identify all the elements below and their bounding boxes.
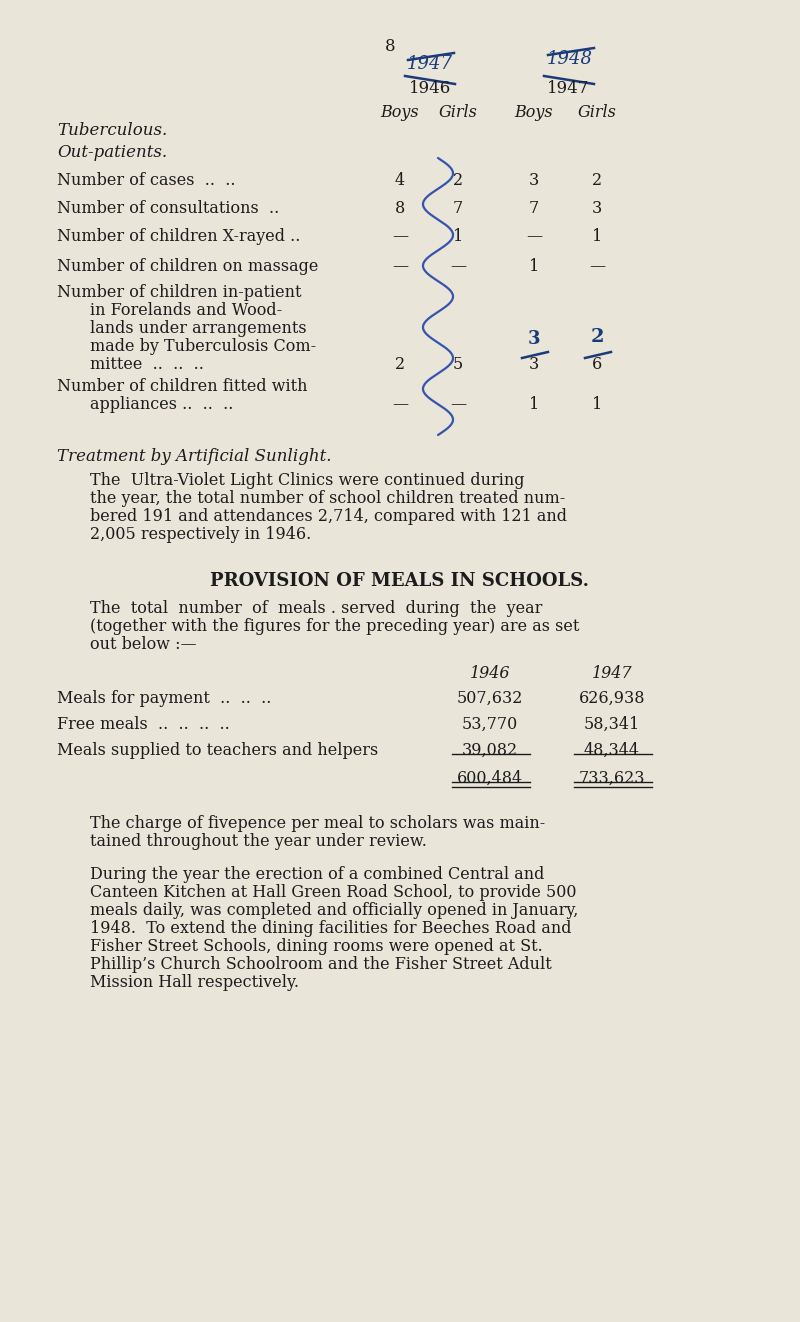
Text: 3: 3 [529, 172, 539, 189]
Text: Mission Hall respectively.: Mission Hall respectively. [90, 974, 299, 992]
Text: 626,938: 626,938 [578, 690, 646, 707]
Text: 507,632: 507,632 [457, 690, 523, 707]
Text: —: — [392, 227, 408, 245]
Text: Boys: Boys [514, 104, 554, 122]
Text: Number of cases  ..  ..: Number of cases .. .. [57, 172, 235, 189]
Text: 2: 2 [395, 356, 405, 373]
Text: meals daily, was completed and officially opened in January,: meals daily, was completed and officiall… [90, 902, 578, 919]
Text: bered 191 and attendances 2,714, compared with 121 and: bered 191 and attendances 2,714, compare… [90, 508, 567, 525]
Text: Free meals  ..  ..  ..  ..: Free meals .. .. .. .. [57, 717, 230, 732]
Text: Fisher Street Schools, dining rooms were opened at St.: Fisher Street Schools, dining rooms were… [90, 939, 542, 954]
Text: out below :—: out below :— [90, 636, 197, 653]
Text: 1948: 1948 [547, 50, 593, 67]
Text: 53,770: 53,770 [462, 717, 518, 732]
Text: 7: 7 [529, 200, 539, 217]
Text: 1948.  To extend the dining facilities for Beeches Road and: 1948. To extend the dining facilities fo… [90, 920, 571, 937]
Text: Meals supplied to teachers and helpers: Meals supplied to teachers and helpers [57, 742, 378, 759]
Text: —: — [450, 258, 466, 275]
Text: The  total  number  of  meals . served  during  the  year: The total number of meals . served durin… [90, 600, 542, 617]
Text: Treatment by Artificial Sunlight.: Treatment by Artificial Sunlight. [57, 448, 331, 465]
Text: 2: 2 [590, 328, 604, 346]
Text: 6: 6 [592, 356, 602, 373]
Text: During the year the erection of a combined Central and: During the year the erection of a combin… [90, 866, 544, 883]
Text: The  Ultra-Violet Light Clinics were continued during: The Ultra-Violet Light Clinics were cont… [90, 472, 525, 489]
Text: 3: 3 [528, 330, 540, 348]
Text: Number of children fitted with: Number of children fitted with [57, 378, 307, 395]
Text: the year, the total number of school children treated num-: the year, the total number of school chi… [90, 490, 566, 508]
Text: The charge of fivepence per meal to scholars was main-: The charge of fivepence per meal to scho… [90, 814, 546, 832]
Text: —: — [450, 397, 466, 412]
Text: in Forelands and Wood-: in Forelands and Wood- [90, 301, 282, 319]
Text: 1946: 1946 [409, 81, 451, 97]
Text: 3: 3 [592, 200, 602, 217]
Text: Number of children X-rayed ..: Number of children X-rayed .. [57, 227, 300, 245]
Text: 1: 1 [592, 227, 602, 245]
Text: 8: 8 [395, 200, 405, 217]
Text: Number of consultations  ..: Number of consultations .. [57, 200, 279, 217]
Text: 1947: 1947 [407, 56, 453, 73]
Text: 1: 1 [529, 397, 539, 412]
Text: mittee  ..  ..  ..: mittee .. .. .. [90, 356, 204, 373]
Text: 2,005 respectively in 1946.: 2,005 respectively in 1946. [90, 526, 311, 543]
Text: —: — [392, 258, 408, 275]
Text: 58,341: 58,341 [584, 717, 640, 732]
Text: —: — [526, 227, 542, 245]
Text: Number of children on massage: Number of children on massage [57, 258, 318, 275]
Text: 39,082: 39,082 [462, 742, 518, 759]
Text: 8: 8 [385, 38, 395, 56]
Text: 48,344: 48,344 [584, 742, 640, 759]
Text: 1947: 1947 [547, 81, 589, 97]
Text: made by Tuberculosis Com-: made by Tuberculosis Com- [90, 338, 316, 356]
Text: 1946: 1946 [470, 665, 510, 682]
Text: 5: 5 [453, 356, 463, 373]
Text: 733,623: 733,623 [578, 769, 646, 787]
Text: 7: 7 [453, 200, 463, 217]
Text: PROVISION OF MEALS IN SCHOOLS.: PROVISION OF MEALS IN SCHOOLS. [210, 572, 590, 590]
Text: 600,484: 600,484 [457, 769, 523, 787]
Text: Girls: Girls [438, 104, 478, 122]
Text: Tuberculous.: Tuberculous. [57, 122, 167, 139]
Text: Meals for payment  ..  ..  ..: Meals for payment .. .. .. [57, 690, 271, 707]
Text: 1: 1 [453, 227, 463, 245]
Text: Out-patients.: Out-patients. [57, 144, 167, 161]
Text: 2: 2 [592, 172, 602, 189]
Text: Number of children in-patient: Number of children in-patient [57, 284, 302, 301]
Text: tained throughout the year under review.: tained throughout the year under review. [90, 833, 427, 850]
Text: 1: 1 [592, 397, 602, 412]
Text: 2: 2 [453, 172, 463, 189]
Text: lands under arrangements: lands under arrangements [90, 320, 306, 337]
Text: —: — [589, 258, 605, 275]
Text: Girls: Girls [578, 104, 617, 122]
Text: Canteen Kitchen at Hall Green Road School, to provide 500: Canteen Kitchen at Hall Green Road Schoo… [90, 884, 577, 902]
Text: Boys: Boys [381, 104, 419, 122]
Text: 3: 3 [529, 356, 539, 373]
Text: 1: 1 [529, 258, 539, 275]
Text: appliances ..  ..  ..: appliances .. .. .. [90, 397, 234, 412]
Text: (together with the figures for the preceding year) are as set: (together with the figures for the prece… [90, 617, 579, 635]
Text: —: — [392, 397, 408, 412]
Text: 4: 4 [395, 172, 405, 189]
Text: 1947: 1947 [592, 665, 632, 682]
Text: Phillip’s Church Schoolroom and the Fisher Street Adult: Phillip’s Church Schoolroom and the Fish… [90, 956, 552, 973]
